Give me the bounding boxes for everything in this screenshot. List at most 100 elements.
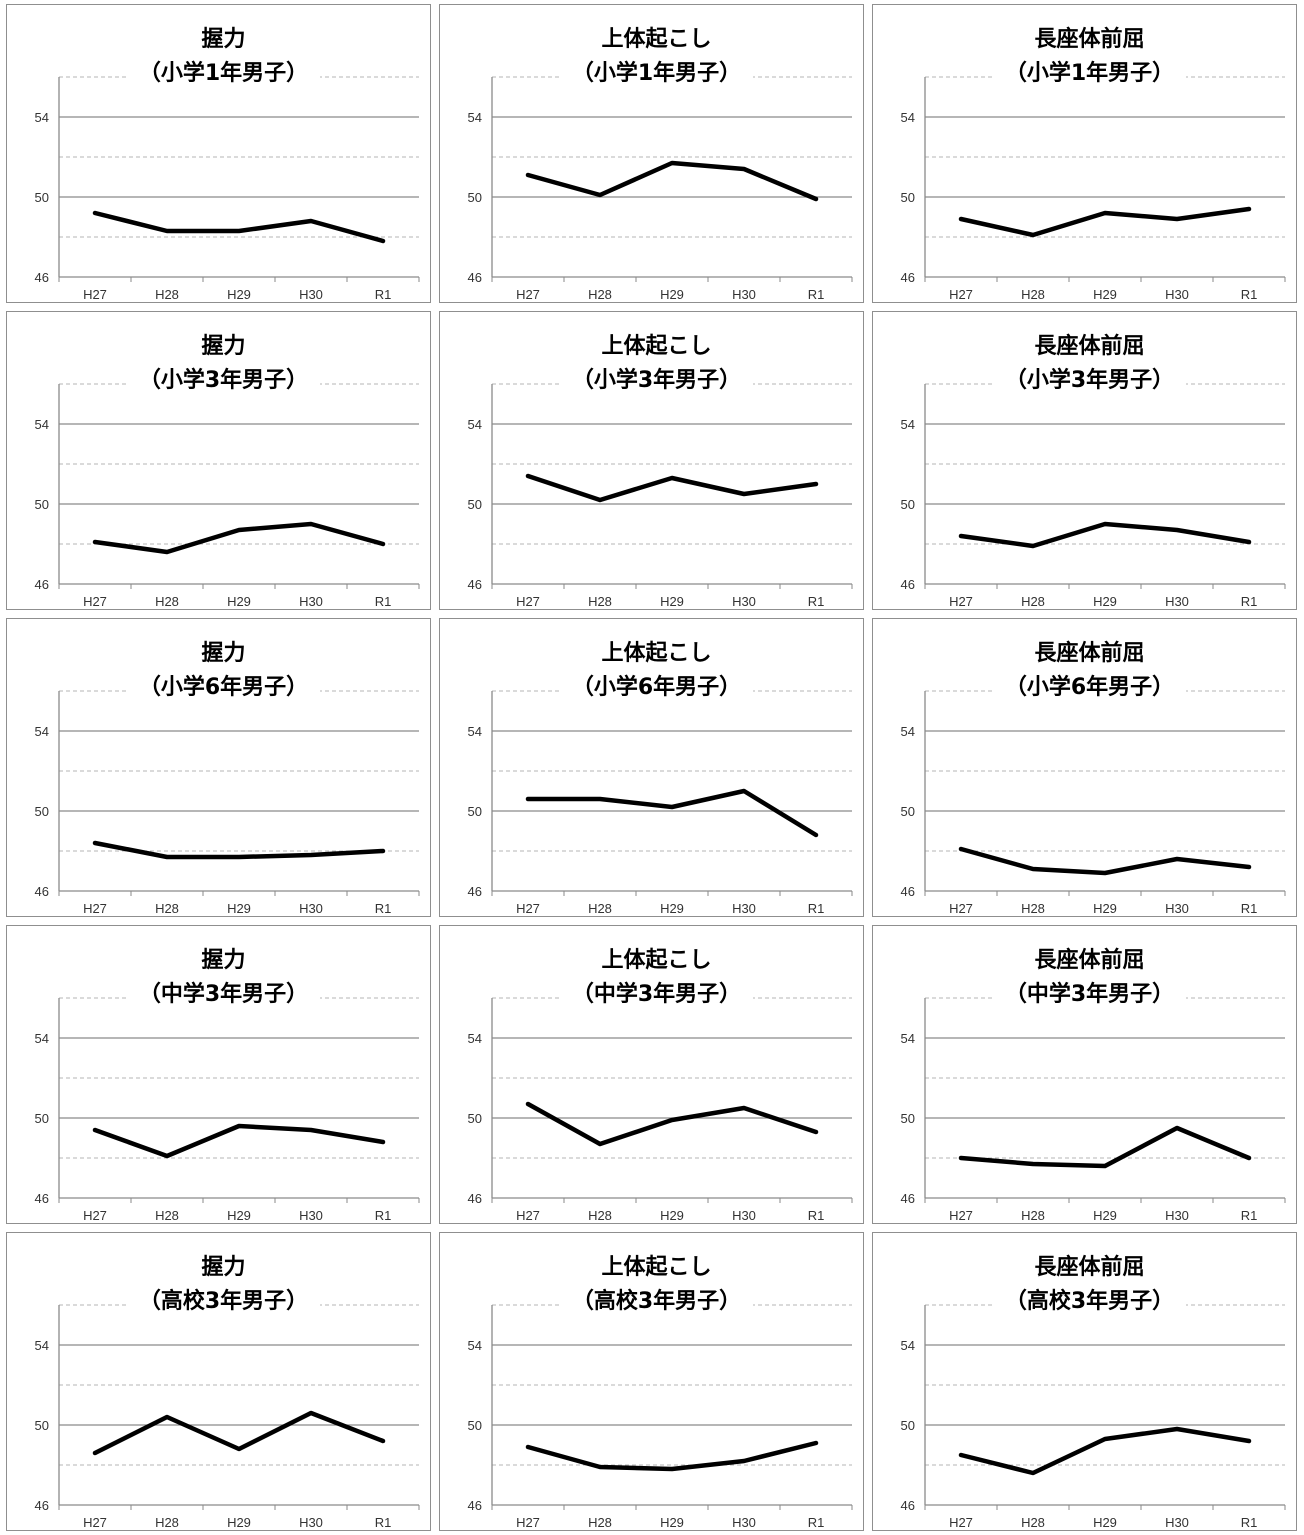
chart-subtitle: （高校3年男子）	[993, 1285, 1186, 1319]
x-tick-label: R1	[375, 1208, 392, 1223]
data-point	[598, 193, 602, 197]
data-point	[381, 542, 385, 546]
data-point	[670, 1467, 674, 1471]
chart-svg: 46 50 54 H27 H28 H29 H30 R1	[468, 1304, 853, 1530]
data-point	[1103, 1164, 1107, 1168]
chart-subtitle: （小学6年男子）	[993, 671, 1186, 705]
x-tick-label: H27	[516, 287, 540, 302]
y-tick-label: 50	[901, 1111, 915, 1126]
y-tick-label: 54	[35, 724, 49, 739]
y-tick-label: 54	[35, 1031, 49, 1046]
x-tick-label: H30	[732, 287, 756, 302]
x-tick-label: H28	[1021, 594, 1045, 609]
y-tick-label: 54	[468, 1338, 482, 1353]
x-tick-label: H30	[299, 594, 323, 609]
x-tick-label: R1	[375, 1515, 392, 1530]
data-point	[742, 1106, 746, 1110]
data-point	[1031, 233, 1035, 237]
chart-subtitle: （高校3年男子）	[560, 1285, 753, 1319]
series-line	[958, 1426, 1252, 1476]
x-tick-label: H28	[588, 594, 612, 609]
chart-panel: 46 50 54 H27 H28 H29 H30 R1 上体起こし （小学6年男子）	[439, 618, 864, 917]
data-point	[237, 1447, 241, 1451]
chart-svg: 46 50 54 H27 H28 H29 H30 R1	[35, 383, 420, 609]
chart-svg: 46 50 54 H27 H28 H29 H30 R1	[35, 690, 420, 916]
data-point	[381, 849, 385, 853]
x-tick-label: H27	[83, 1515, 107, 1530]
x-tick-label: H29	[1093, 594, 1117, 609]
data-point	[93, 211, 97, 215]
x-tick-label: H28	[155, 1208, 179, 1223]
y-tick-label: 50	[468, 190, 482, 205]
x-tick-label: R1	[1241, 1515, 1258, 1530]
chart-subtitle: （小学3年男子）	[560, 364, 753, 398]
chart-subtitle: （高校3年男子）	[127, 1285, 320, 1319]
chart-svg: 46 50 54 H27 H28 H29 H30 R1	[901, 76, 1286, 302]
chart-svg: 46 50 54 H27 H28 H29 H30 R1	[35, 997, 420, 1223]
x-tick-label: H27	[83, 1208, 107, 1223]
y-tick-label: 54	[35, 417, 49, 432]
data-point	[742, 167, 746, 171]
y-tick-label: 46	[35, 1498, 49, 1513]
y-tick-label: 46	[901, 1191, 915, 1206]
x-tick-label: H28	[155, 594, 179, 609]
data-point	[1175, 1126, 1179, 1130]
data-point	[742, 1459, 746, 1463]
data-point	[598, 797, 602, 801]
x-tick-label: H29	[1093, 1515, 1117, 1530]
chart-svg: 46 50 54 H27 H28 H29 H30 R1	[35, 1304, 420, 1530]
data-point	[1103, 871, 1107, 875]
chart-title: 長座体前屈	[1034, 27, 1145, 52]
x-tick-label: H30	[1165, 901, 1189, 916]
x-tick-label: H29	[1093, 287, 1117, 302]
x-tick-label: H30	[732, 901, 756, 916]
data-point	[309, 1128, 313, 1132]
x-tick-label: H27	[949, 1515, 973, 1530]
data-point	[1175, 1427, 1179, 1431]
data-point	[309, 522, 313, 526]
data-point	[1247, 865, 1251, 869]
data-point	[1247, 1439, 1251, 1443]
data-point	[1031, 1471, 1035, 1475]
series-line	[958, 1125, 1252, 1169]
x-tick-label: H29	[227, 1208, 251, 1223]
y-tick-label: 46	[468, 1498, 482, 1513]
chart-svg: 46 50 54 H27 H28 H29 H30 R1	[468, 997, 853, 1223]
x-tick-label: H30	[1165, 594, 1189, 609]
series-line	[92, 840, 386, 860]
y-tick-label: 50	[35, 497, 49, 512]
x-tick-label: R1	[375, 594, 392, 609]
y-tick-label: 54	[468, 417, 482, 432]
y-tick-label: 46	[468, 884, 482, 899]
x-tick-label: H28	[155, 901, 179, 916]
x-tick-label: H29	[660, 287, 684, 302]
x-tick-label: H30	[1165, 1515, 1189, 1530]
data-point	[1031, 1162, 1035, 1166]
x-tick-label: H30	[1165, 287, 1189, 302]
x-tick-label: H29	[227, 287, 251, 302]
x-tick-label: H27	[83, 594, 107, 609]
y-tick-label: 46	[901, 1498, 915, 1513]
series-line	[958, 846, 1252, 876]
data-point	[237, 1124, 241, 1128]
y-tick-label: 50	[468, 497, 482, 512]
data-point	[1247, 1156, 1251, 1160]
x-tick-label: H28	[588, 1515, 612, 1530]
chart-subtitle: （中学3年男子）	[993, 978, 1186, 1012]
data-point	[1031, 867, 1035, 871]
x-tick-label: R1	[1241, 901, 1258, 916]
x-tick-label: H29	[660, 594, 684, 609]
y-tick-label: 54	[468, 110, 482, 125]
data-point	[93, 1451, 97, 1455]
x-tick-label: R1	[1241, 594, 1258, 609]
x-tick-label: R1	[808, 1515, 825, 1530]
x-tick-label: R1	[1241, 1208, 1258, 1223]
x-tick-label: H27	[949, 901, 973, 916]
x-tick-label: H29	[1093, 901, 1117, 916]
data-point	[814, 482, 818, 486]
x-tick-label: H28	[588, 287, 612, 302]
chart-subtitle: （小学3年男子）	[127, 364, 320, 398]
chart-panel: 46 50 54 H27 H28 H29 H30 R1 上体起こし （小学3年男子）	[439, 311, 864, 610]
y-tick-label: 54	[901, 1338, 915, 1353]
x-tick-label: H27	[516, 901, 540, 916]
